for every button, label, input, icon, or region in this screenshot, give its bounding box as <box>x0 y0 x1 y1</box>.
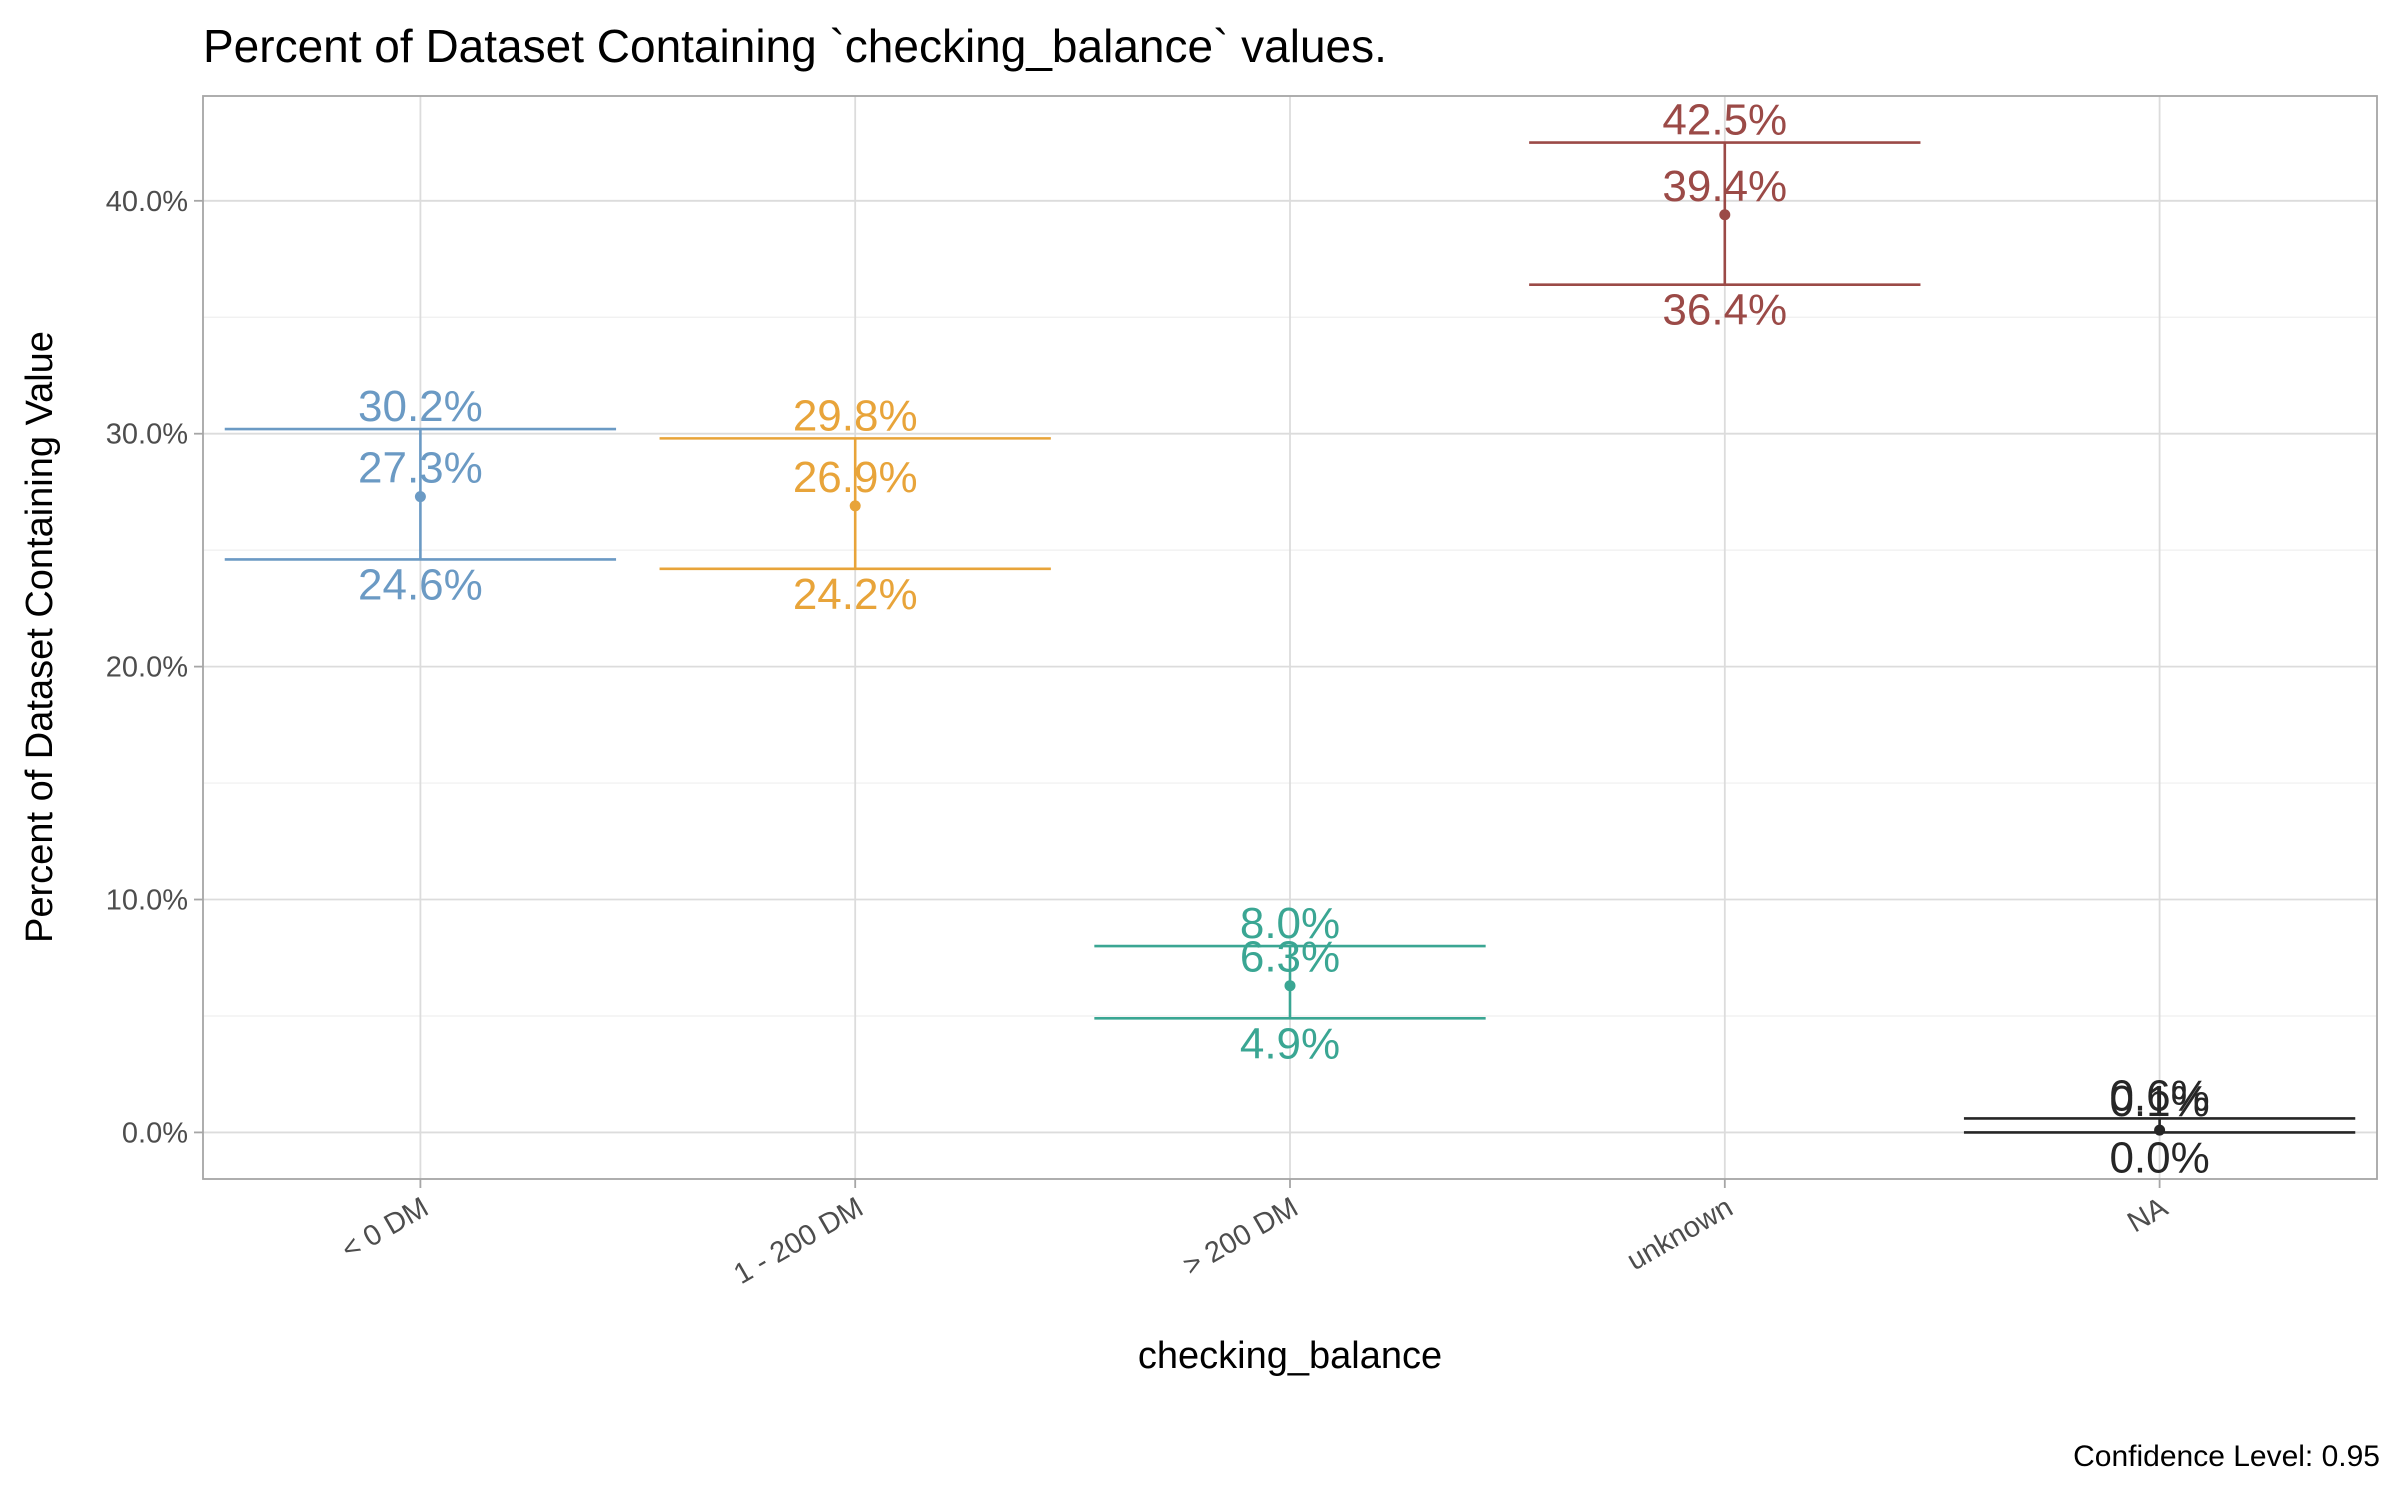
lower-label: 4.9% <box>1240 1019 1340 1068</box>
estimate-label: 6.3% <box>1240 933 1340 982</box>
x-tick-label: NA <box>2122 1191 2173 1239</box>
estimate-label: 39.4% <box>1662 162 1787 211</box>
estimate-point <box>850 500 861 511</box>
estimate-point <box>1285 980 1296 991</box>
y-axis: 0.0% 10.0% 20.0% 30.0% 40.0% <box>106 186 203 1150</box>
chart-title: Percent of Dataset Containing `checking_… <box>203 20 1387 72</box>
x-tick-label: > 200 DM <box>1178 1191 1304 1282</box>
estimate-label: 27.3% <box>358 444 483 493</box>
caption: Confidence Level: 0.95 <box>2073 1440 2380 1473</box>
lower-label: 24.2% <box>793 570 918 619</box>
y-tick-label: 0.0% <box>122 1117 188 1149</box>
lower-label: 0.0% <box>2109 1133 2209 1182</box>
y-tick-label: 20.0% <box>106 652 188 684</box>
estimate-point <box>415 491 426 502</box>
estimate-label: 0.1% <box>2109 1077 2209 1126</box>
error-bar-group: 8.0%6.3%4.9% <box>1094 899 1485 1068</box>
estimate-label: 26.9% <box>793 453 918 502</box>
x-axis-title: checking_balance <box>1138 1335 1442 1377</box>
lower-label: 36.4% <box>1662 286 1787 335</box>
y-axis-title: Percent of Dataset Containing Value <box>19 331 61 943</box>
y-tick-label: 40.0% <box>106 186 188 218</box>
x-tick-label: < 0 DM <box>336 1191 434 1266</box>
upper-label: 29.8% <box>793 391 918 440</box>
x-tick-label: 1 - 200 DM <box>728 1191 868 1290</box>
error-bar-group: 30.2% 27.3% 24.6% <box>225 382 616 609</box>
x-axis: < 0 DM 1 - 200 DM > 200 DM unknown NA <box>336 1179 2173 1291</box>
x-tick-label: unknown <box>1622 1191 1739 1277</box>
error-bar-group: 0.6%0.1%0.0% <box>1964 1071 2355 1182</box>
error-bar-group: 29.8% 26.9% 24.2% <box>660 391 1051 618</box>
error-bar-group: 42.5% 39.4% 36.4% <box>1529 96 1920 335</box>
y-tick-label: 30.0% <box>106 419 188 451</box>
y-tick-label: 10.0% <box>106 885 188 917</box>
upper-label: 42.5% <box>1662 96 1787 145</box>
upper-label: 30.2% <box>358 382 483 431</box>
lower-label: 24.6% <box>358 560 483 609</box>
estimate-point <box>1719 209 1730 220</box>
